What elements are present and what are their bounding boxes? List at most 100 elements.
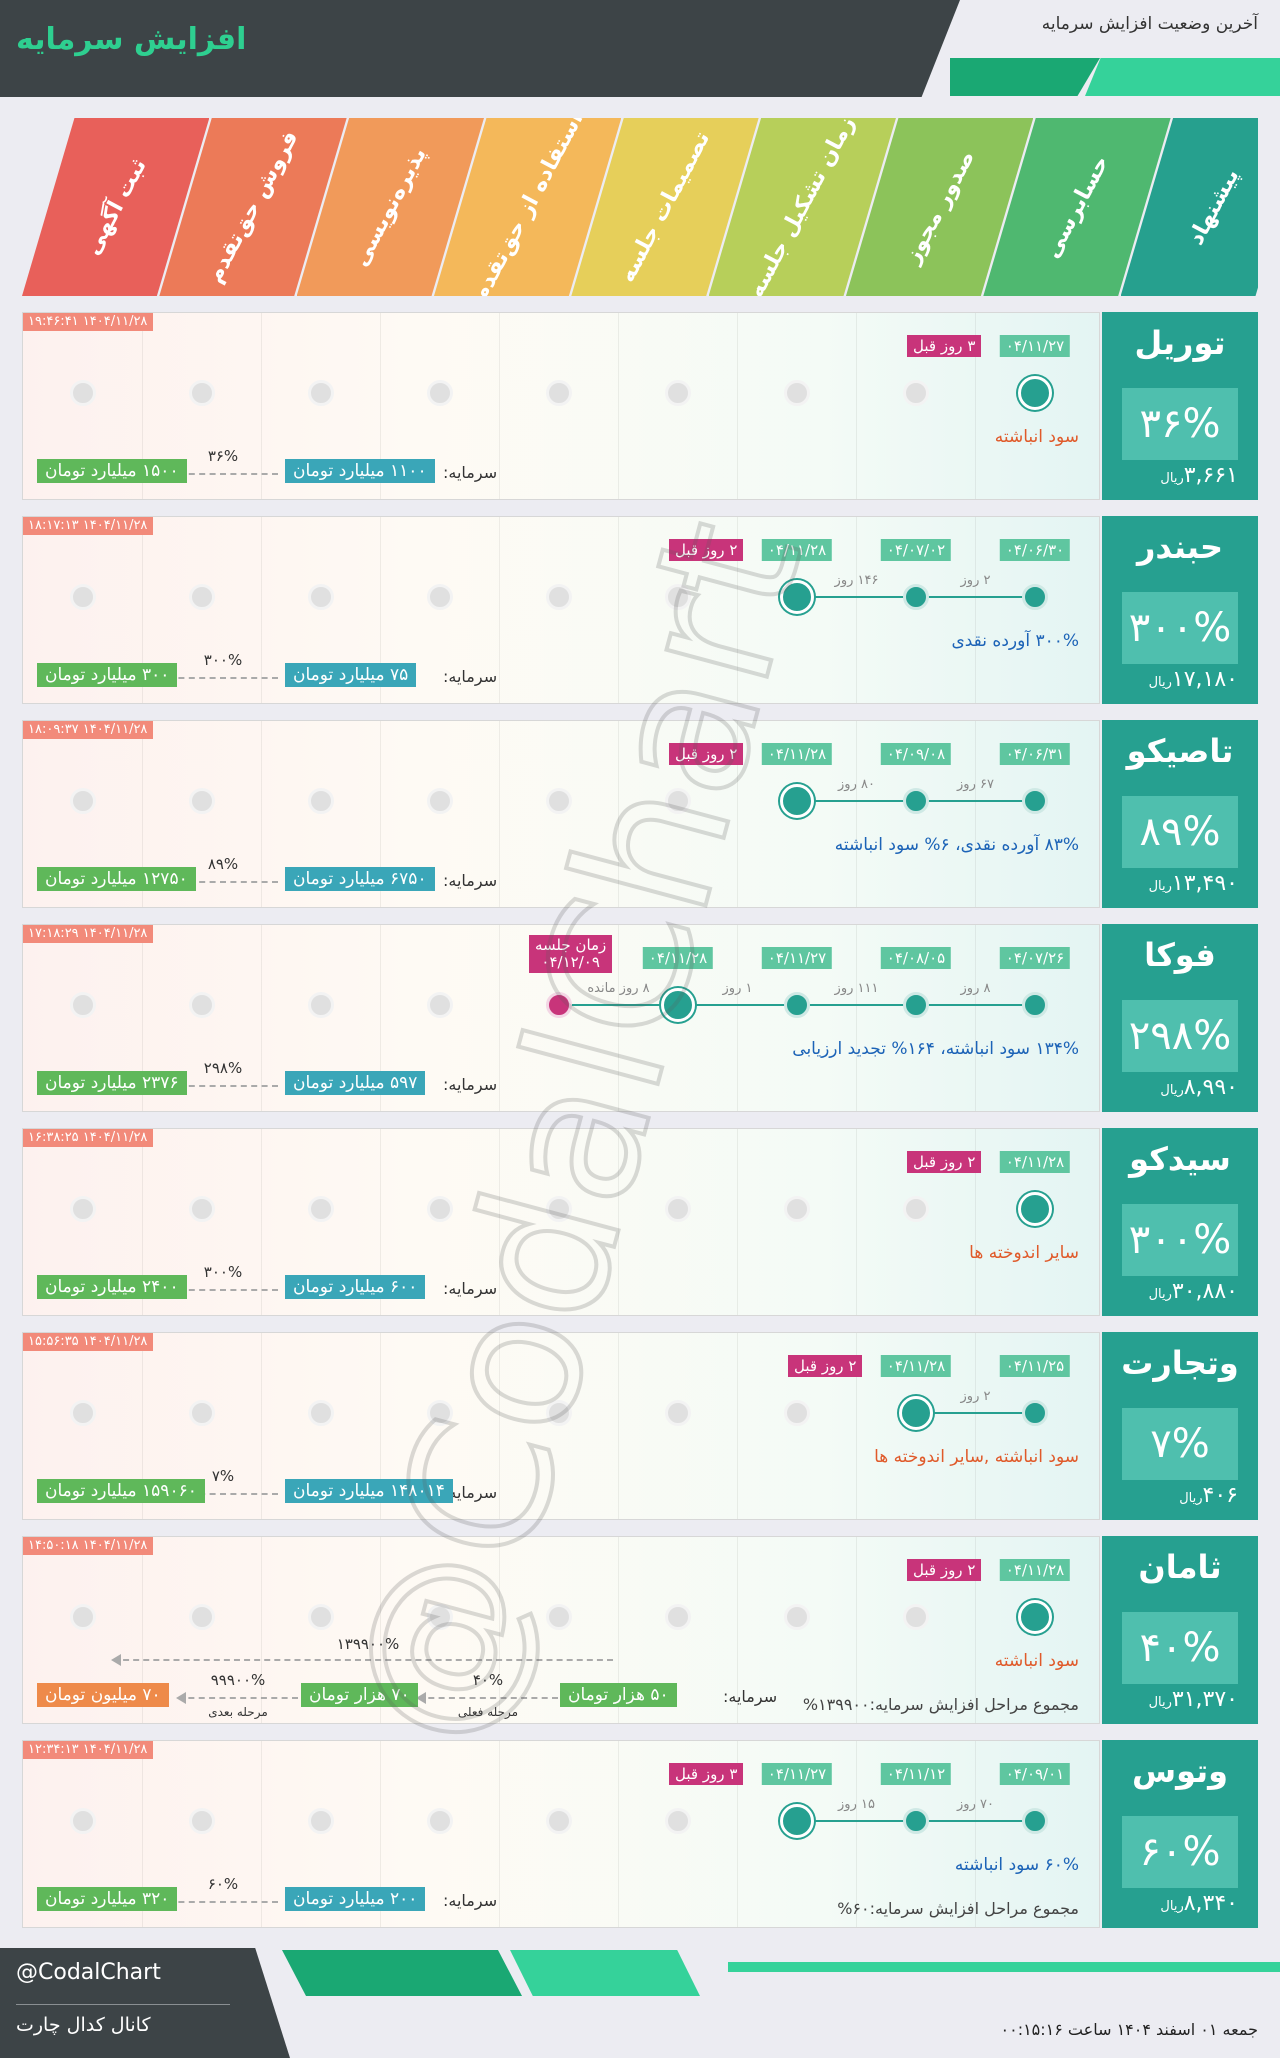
stage-dot-inactive[interactable] xyxy=(308,1808,334,1834)
stage-dot-inactive[interactable] xyxy=(308,1400,334,1426)
stage-dot-current[interactable] xyxy=(1018,376,1052,410)
stage-dot-inactive[interactable] xyxy=(427,380,453,406)
stage-dot-current[interactable] xyxy=(899,1396,933,1430)
stage-dot-inactive[interactable] xyxy=(189,1604,215,1630)
stage-label: ثبت آگهی xyxy=(79,154,152,260)
stage-dot-inactive[interactable] xyxy=(546,380,572,406)
stage-dot-inactive[interactable] xyxy=(189,992,215,1018)
stage-dot-inactive[interactable] xyxy=(784,1400,810,1426)
stage-dot-inactive[interactable] xyxy=(546,584,572,610)
stage-dot-current[interactable] xyxy=(1018,1192,1052,1226)
capital-new: ۲۳۷۶ میلیارد تومان xyxy=(37,1071,187,1095)
stage-dot-inactive[interactable] xyxy=(903,1196,929,1222)
stage-dot-inactive[interactable] xyxy=(784,380,810,406)
stage-dot-inactive[interactable] xyxy=(784,1196,810,1222)
stage-dot-inactive[interactable] xyxy=(665,1604,691,1630)
capital-source-description: ۳۰۰% آورده نقدی xyxy=(951,631,1079,651)
increase-percent: ۳۰۰% xyxy=(203,1263,243,1281)
stage-dot-inactive[interactable] xyxy=(189,1196,215,1222)
stage-dot-inactive[interactable] xyxy=(189,1400,215,1426)
symbol-panel: توریل ۳۶% ۳,۶۶۱ریال xyxy=(1102,312,1258,500)
stage-dot-done[interactable] xyxy=(1022,788,1048,814)
symbol-name[interactable]: تاصیکو xyxy=(1126,732,1234,770)
footer-handle[interactable]: @CodalChart xyxy=(16,1960,161,1985)
stage-dot-inactive[interactable] xyxy=(70,788,96,814)
stage-divider xyxy=(618,721,619,907)
stage-dot-current[interactable] xyxy=(780,1804,814,1838)
symbol-name[interactable]: سیدکو xyxy=(1129,1140,1231,1178)
card-timeline-panel: ۱۴۰۴/۱۱/۲۸ ۱۸:۰۹:۳۷ ۰۴/۰۶/۳۱ ۰۴/۰۹/۰۸ ۰۴/۱۱… xyxy=(22,720,1100,908)
stage-dot-done[interactable] xyxy=(903,788,929,814)
stage-dot-done[interactable] xyxy=(1022,1808,1048,1834)
stage-dot-inactive[interactable] xyxy=(70,1400,96,1426)
stage-dot-inactive[interactable] xyxy=(427,1196,453,1222)
stage-dot-inactive[interactable] xyxy=(546,1808,572,1834)
stage-dot-current[interactable] xyxy=(780,784,814,818)
stage-dot-inactive[interactable] xyxy=(189,380,215,406)
stage-dot-done[interactable] xyxy=(1022,584,1048,610)
meeting-dot[interactable] xyxy=(546,992,572,1018)
symbol-name[interactable]: توریل xyxy=(1134,324,1226,362)
stage-dot-inactive[interactable] xyxy=(70,380,96,406)
stage-dot-inactive[interactable] xyxy=(70,584,96,610)
days-ago-badge: ۲ روز قبل xyxy=(907,1559,982,1581)
stage-dot-inactive[interactable] xyxy=(427,584,453,610)
capital-label: سرمایه: xyxy=(443,667,498,686)
stage-dot-inactive[interactable] xyxy=(546,1196,572,1222)
stage-dot-inactive[interactable] xyxy=(546,788,572,814)
stage-dot-inactive[interactable] xyxy=(665,1808,691,1834)
stage-dot-inactive[interactable] xyxy=(427,788,453,814)
stage-dot-inactive[interactable] xyxy=(427,992,453,1018)
symbol-name[interactable]: فوکا xyxy=(1144,936,1216,974)
stage-dot-current[interactable] xyxy=(1018,1600,1052,1634)
symbol-panel: وتجارت ۷% ۴۰۶ریال xyxy=(1102,1332,1258,1520)
stage-dot-done[interactable] xyxy=(1022,992,1048,1018)
symbol-name[interactable]: وتوس xyxy=(1131,1752,1229,1790)
stage-dot-done[interactable] xyxy=(1022,1400,1048,1426)
stage-dot-inactive[interactable] xyxy=(903,380,929,406)
stage-dot-inactive[interactable] xyxy=(308,1196,334,1222)
stage-dot-inactive[interactable] xyxy=(308,992,334,1018)
stage-dot-inactive[interactable] xyxy=(308,380,334,406)
increase-percent-total: ۴۰% xyxy=(1122,1612,1238,1684)
symbol-name[interactable]: وتجارت xyxy=(1121,1344,1239,1382)
stage-dot-inactive[interactable] xyxy=(427,1808,453,1834)
stage-dot-inactive[interactable] xyxy=(665,380,691,406)
header: افزایش سرمایه آخرین وضعیت افزایش سرمایه xyxy=(0,0,1280,100)
stage-dot-inactive[interactable] xyxy=(70,1604,96,1630)
symbol-name[interactable]: حبندر xyxy=(1136,528,1224,566)
stage-dot-done[interactable] xyxy=(903,1808,929,1834)
stage-dot-inactive[interactable] xyxy=(546,1604,572,1630)
stage-dot-current[interactable] xyxy=(780,580,814,614)
stage-dot-inactive[interactable] xyxy=(427,1400,453,1426)
stage-dot-done[interactable] xyxy=(903,584,929,610)
stage-dot-inactive[interactable] xyxy=(189,788,215,814)
stage-dot-done[interactable] xyxy=(903,992,929,1018)
card-timeline-panel: ۱۴۰۴/۱۱/۲۸ ۱۴:۵۰:۱۸ ۰۴/۱۱/۲۸ ۲ روز قبل سود … xyxy=(22,1536,1100,1724)
stage-dot-inactive[interactable] xyxy=(665,788,691,814)
stage-date-label: ۰۴/۱۱/۱۲ xyxy=(880,1763,952,1785)
stage-dot-inactive[interactable] xyxy=(308,584,334,610)
stage-dot-inactive[interactable] xyxy=(308,1604,334,1630)
stage-dot-inactive[interactable] xyxy=(189,584,215,610)
stage-dot-inactive[interactable] xyxy=(665,1400,691,1426)
stage-dot-inactive[interactable] xyxy=(427,1604,453,1630)
stage-dot-done[interactable] xyxy=(784,992,810,1018)
capital-after-next: ۷۰ میلیون تومان xyxy=(37,1683,169,1707)
stage-divider xyxy=(856,1333,857,1519)
stage-dot-inactive[interactable] xyxy=(903,1604,929,1630)
price-value: ۸,۳۴۰ xyxy=(1183,1891,1238,1916)
stage-dot-inactive[interactable] xyxy=(665,1196,691,1222)
stage-dot-inactive[interactable] xyxy=(70,1808,96,1834)
stage-dot-inactive[interactable] xyxy=(70,992,96,1018)
stage-dot-inactive[interactable] xyxy=(784,1604,810,1630)
price-unit: ریال xyxy=(1148,1695,1172,1710)
stage-dot-inactive[interactable] xyxy=(665,584,691,610)
stage-dot-current[interactable] xyxy=(661,988,695,1022)
stage-dot-inactive[interactable] xyxy=(308,788,334,814)
stage-dot-inactive[interactable] xyxy=(546,1400,572,1426)
stage-dot-inactive[interactable] xyxy=(70,1196,96,1222)
stage-dot-inactive[interactable] xyxy=(189,1808,215,1834)
symbol-name[interactable]: ثامان xyxy=(1138,1548,1222,1586)
stage-divider xyxy=(618,517,619,703)
